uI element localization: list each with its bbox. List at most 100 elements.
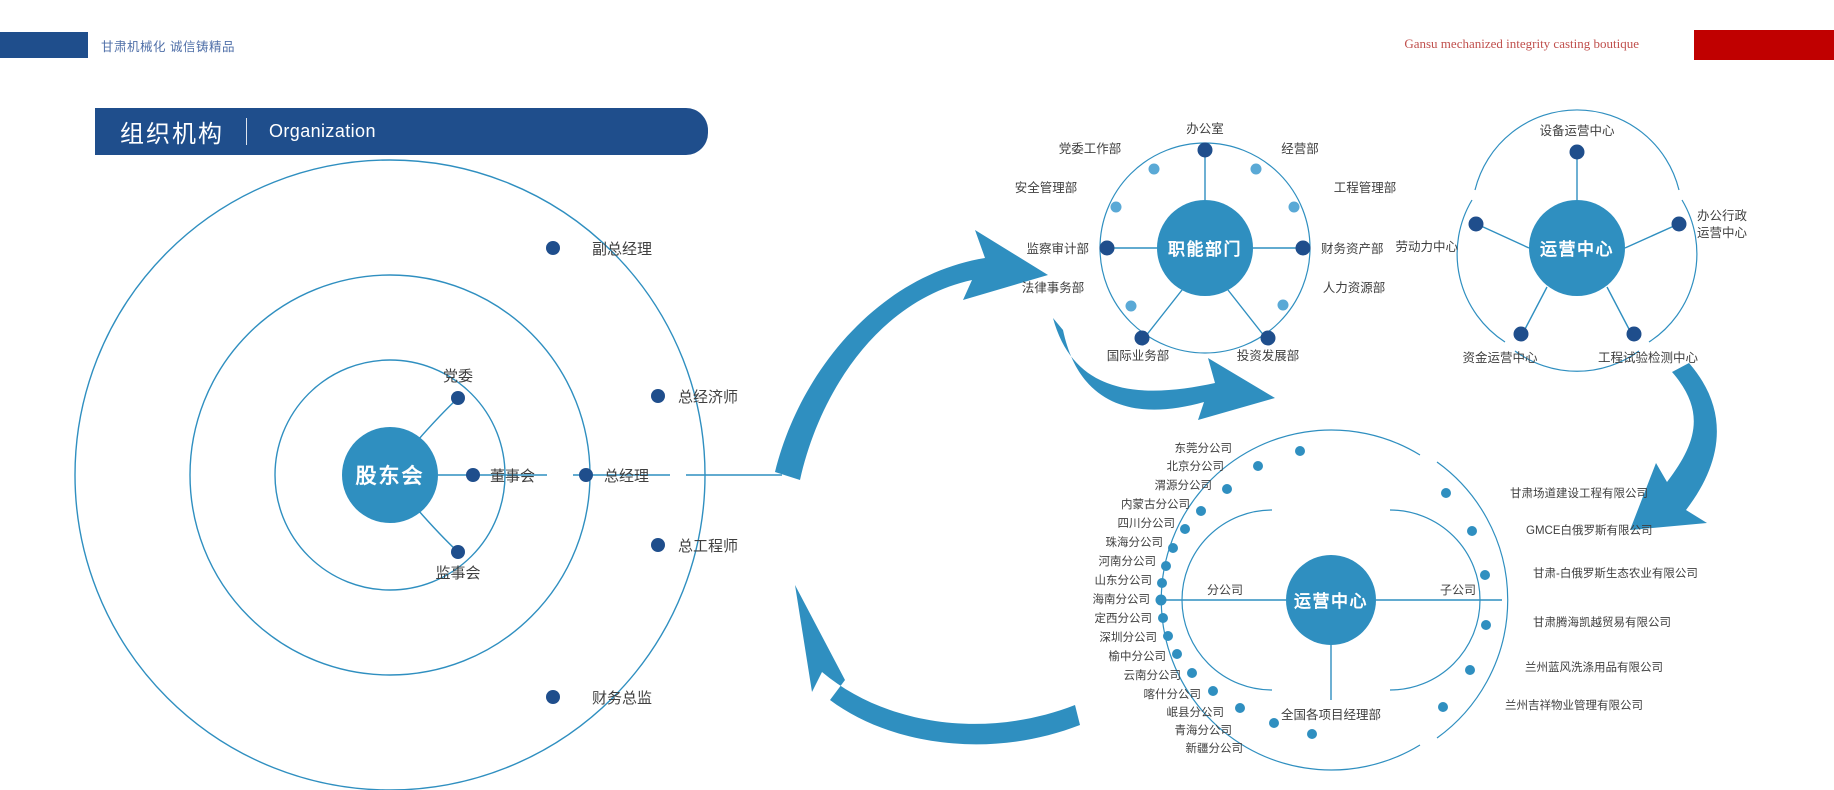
node-safety-management-dept[interactable] bbox=[1110, 201, 1122, 213]
branch-label-14: 岷县分公司 bbox=[1167, 706, 1225, 719]
branch-label-12: 云南分公司 bbox=[1124, 668, 1182, 682]
node-board-of-directors[interactable] bbox=[466, 468, 480, 482]
subsidiary-node-5[interactable] bbox=[1438, 702, 1448, 712]
subsidiary-label-3: 甘肃腾海凯越贸易有限公司 bbox=[1533, 615, 1671, 629]
label-engineering-management-dept: 工程管理部 bbox=[1334, 180, 1397, 195]
governance-hub-circle[interactable] bbox=[342, 427, 438, 523]
node-party-committee-work-dept[interactable] bbox=[1148, 163, 1160, 175]
node-general-manager[interactable] bbox=[579, 468, 593, 482]
node-chief-engineer[interactable] bbox=[651, 538, 665, 552]
branch-label-11: 榆中分公司 bbox=[1109, 649, 1167, 663]
oc-spoke-test bbox=[1606, 286, 1631, 332]
branch-node-6[interactable] bbox=[1161, 561, 1171, 571]
functional-hub-circle[interactable] bbox=[1157, 200, 1253, 296]
label-party-committee-work-dept: 党委工作部 bbox=[1059, 141, 1122, 156]
node-equipment-operation-center[interactable] bbox=[1569, 144, 1585, 160]
branch-node-2[interactable] bbox=[1222, 484, 1232, 494]
page-title-cn: 组织机构 bbox=[120, 121, 224, 148]
subsidiary-node-3[interactable] bbox=[1481, 620, 1491, 630]
operation-network-hub-circle[interactable] bbox=[1286, 555, 1376, 645]
branch-node-13[interactable] bbox=[1208, 686, 1218, 696]
fd-spoke-international bbox=[1144, 289, 1183, 338]
node-office[interactable] bbox=[1197, 142, 1213, 158]
branch-node-4[interactable] bbox=[1180, 524, 1190, 534]
node-chief-economist[interactable] bbox=[651, 389, 665, 403]
branch-node-11[interactable] bbox=[1172, 649, 1182, 659]
oc-spoke-labor bbox=[1480, 225, 1530, 249]
node-engineering-test-center[interactable] bbox=[1626, 326, 1642, 342]
label-chief-engineer: 总工程师 bbox=[678, 538, 738, 555]
node-supervision-audit-dept[interactable] bbox=[1099, 240, 1115, 256]
header-tagline-en: Gansu mechanized integrity casting bouti… bbox=[1404, 36, 1639, 51]
page-title-en: Organization bbox=[269, 121, 376, 141]
flow-arrow-3 bbox=[1630, 363, 1717, 530]
subsidiary-node-2[interactable] bbox=[1480, 570, 1490, 580]
branch-label-13: 喀什分公司 bbox=[1144, 688, 1202, 701]
functional-departments-cluster: 职能部门 办公室 财务资产部 监察审计部 投资发展部 国际业务部 经营部 工程管… bbox=[1015, 121, 1397, 363]
flow-arrow-2 bbox=[1053, 318, 1275, 420]
branch-label-1: 北京分公司 bbox=[1167, 459, 1225, 473]
node-party-committee[interactable] bbox=[451, 391, 465, 405]
node-international-business-dept[interactable] bbox=[1134, 330, 1150, 346]
operation-center-cluster: 运营中心 设备运营中心 办公行政 运营中心 劳动力中心 工程试验检测中心 资金运… bbox=[1395, 109, 1748, 372]
branch-node-12[interactable] bbox=[1187, 668, 1197, 678]
branch-node-8[interactable] bbox=[1155, 594, 1167, 606]
governance-cluster: 股东会 党委 董事会 监事会 总经理 副总经理 总经济师 总工程师 财务总监 bbox=[74, 159, 782, 790]
node-legal-affairs-dept[interactable] bbox=[1125, 300, 1137, 312]
flow-arrow-1 bbox=[775, 230, 1048, 480]
oc-spoke-fund bbox=[1523, 286, 1548, 332]
label-fund-operation-center: 资金运营中心 bbox=[1462, 350, 1538, 365]
node-hr-dept[interactable] bbox=[1277, 299, 1289, 311]
branch-node-1[interactable] bbox=[1253, 461, 1263, 471]
label-board-of-directors: 董事会 bbox=[490, 468, 535, 485]
branch-node-15[interactable] bbox=[1269, 718, 1279, 728]
label-labor-center: 劳动力中心 bbox=[1395, 239, 1458, 254]
subsidiary-node-0[interactable] bbox=[1441, 488, 1451, 498]
label-hr-dept: 人力资源部 bbox=[1323, 280, 1386, 295]
label-deputy-general-manager: 副总经理 bbox=[592, 241, 652, 258]
branch-label-3: 内蒙古分公司 bbox=[1121, 497, 1190, 511]
header-tagline-cn: 甘肃机械化 诚信铸精品 bbox=[101, 40, 235, 54]
node-operation-dept[interactable] bbox=[1250, 163, 1262, 175]
subsidiary-label-4: 兰州蓝风洗涤用品有限公司 bbox=[1525, 660, 1663, 674]
operation-center-hub-label: 运营中心 bbox=[1540, 239, 1614, 259]
label-branch-companies: 分公司 bbox=[1207, 583, 1243, 597]
node-investment-development-dept[interactable] bbox=[1260, 330, 1276, 346]
label-finance-assets-dept: 财务资产部 bbox=[1321, 241, 1384, 256]
oc-arc-top bbox=[1474, 109, 1680, 191]
subsidiary-node-4[interactable] bbox=[1465, 665, 1475, 675]
branch-node-16[interactable] bbox=[1307, 729, 1317, 739]
node-deputy-general-manager[interactable] bbox=[546, 241, 560, 255]
subsidiary-label-5: 兰州吉祥物业管理有限公司 bbox=[1505, 698, 1643, 712]
label-supervisory-board: 监事会 bbox=[435, 565, 480, 582]
label-chief-economist: 总经济师 bbox=[678, 389, 738, 406]
fd-spoke-investment bbox=[1227, 289, 1266, 338]
node-fund-operation-center[interactable] bbox=[1513, 326, 1529, 342]
branch-node-3[interactable] bbox=[1196, 506, 1206, 516]
branch-node-5[interactable] bbox=[1168, 543, 1178, 553]
branch-node-7[interactable] bbox=[1157, 578, 1167, 588]
spoke-to-supervisory-board bbox=[417, 509, 459, 553]
branch-node-0[interactable] bbox=[1295, 446, 1305, 456]
label-cfo: 财务总监 bbox=[592, 690, 652, 707]
node-finance-assets-dept[interactable] bbox=[1295, 240, 1311, 256]
label-national-project-departments: 全国各项目经理部 bbox=[1281, 707, 1381, 722]
branch-label-10: 深圳分公司 bbox=[1100, 630, 1158, 644]
node-labor-center[interactable] bbox=[1468, 216, 1484, 232]
operation-center-hub-circle[interactable] bbox=[1529, 200, 1625, 296]
label-party-committee: 党委 bbox=[443, 368, 473, 385]
branch-node-9[interactable] bbox=[1158, 613, 1168, 623]
label-engineering-test-center: 工程试验检测中心 bbox=[1598, 350, 1699, 365]
branch-node-14[interactable] bbox=[1235, 703, 1245, 713]
on-outer-right-arc bbox=[1436, 461, 1509, 739]
node-supervisory-board[interactable] bbox=[451, 545, 465, 559]
subsidiary-node-1[interactable] bbox=[1467, 526, 1477, 536]
flow-arrow-4 bbox=[795, 585, 1080, 745]
branch-node-10[interactable] bbox=[1163, 631, 1173, 641]
header-right-accent-block bbox=[1694, 30, 1834, 60]
node-cfo[interactable] bbox=[546, 690, 560, 704]
label-investment-development-dept: 投资发展部 bbox=[1237, 348, 1300, 363]
node-engineering-management-dept[interactable] bbox=[1288, 201, 1300, 213]
node-office-admin-operation-center[interactable] bbox=[1671, 216, 1687, 232]
branch-label-4: 四川分公司 bbox=[1118, 517, 1176, 530]
